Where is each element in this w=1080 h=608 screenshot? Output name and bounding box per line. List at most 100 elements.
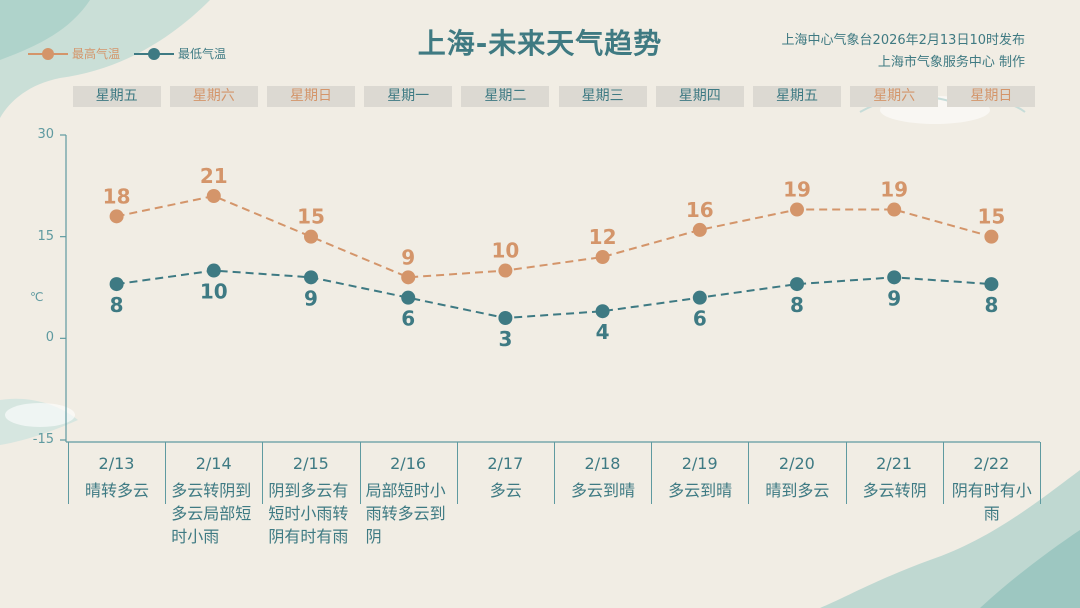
forecast-weather: 多云转阴 (862, 481, 927, 500)
forecast-date: 2/17 (487, 454, 524, 473)
high-temp-point (692, 222, 707, 237)
low-temp-label: 4 (596, 320, 610, 344)
legend-item-high: 最高气温 (28, 45, 120, 62)
forecast-weather: 晴到多云 (765, 481, 830, 500)
high-temp-point (304, 229, 318, 244)
weekday-label: 星期五 (753, 86, 841, 107)
legend-swatch-high (28, 47, 68, 61)
weekday-label: 星期日 (267, 86, 355, 107)
high-temp-point (984, 229, 999, 244)
column-separator (456, 442, 458, 504)
low-temp-label: 3 (498, 327, 512, 351)
forecast-column: 2/17 多云 (457, 452, 554, 502)
forecast-date: 2/16 (390, 454, 427, 473)
low-temp-point (887, 270, 902, 285)
high-temp-label: 15 (297, 205, 325, 229)
legend-swatch-low (134, 47, 175, 61)
weekday-label: 星期四 (655, 86, 744, 107)
weekday-label: 星期三 (558, 86, 647, 107)
forecast-weather: 局部短时小雨转多云到阴 (365, 481, 446, 546)
weekday-label: 星期五 (72, 86, 161, 107)
column-separator (651, 442, 653, 504)
low-temp-point (790, 277, 804, 292)
column-separator (68, 442, 69, 504)
weekday-label: 星期六 (850, 86, 939, 107)
legend-label-high: 最高气温 (72, 47, 121, 61)
low-temp-label: 8 (110, 293, 124, 317)
forecast-date: 2/13 (98, 454, 135, 473)
high-temp-point (498, 263, 513, 278)
forecast-column: 2/18 多云到晴 (554, 452, 651, 502)
high-temp-point (595, 250, 610, 264)
low-temp-point (206, 263, 221, 278)
high-temp-label: 16 (686, 198, 714, 222)
forecast-column: 2/21 多云转阴 (846, 452, 943, 502)
high-temp-point (109, 209, 124, 224)
forecast-column: 2/19 多云到晴 (651, 452, 748, 502)
high-temp-point (401, 270, 416, 285)
weekday-label: 星期二 (461, 86, 550, 107)
low-temp-point (984, 277, 999, 292)
high-temp-line (116, 194, 992, 279)
high-temp-label: 10 (491, 239, 519, 263)
low-temp-label: 8 (984, 293, 998, 317)
high-temp-point (790, 202, 804, 217)
forecast-weather: 多云到晴 (570, 481, 635, 500)
weekday-label: 星期日 (947, 86, 1036, 107)
forecast-column: 2/16 局部短时小雨转多云到阴 (360, 452, 457, 548)
forecast-date: 2/21 (876, 454, 913, 473)
low-temp-line (116, 269, 992, 320)
high-temp-label: 19 (880, 178, 908, 202)
forecast-date: 2/14 (195, 454, 232, 473)
column-separator (262, 442, 264, 504)
forecast-date: 2/20 (778, 454, 815, 473)
forecast-weather: 阴到多云有短时小雨转阴有时有雨 (268, 481, 349, 546)
low-temp-label: 9 (304, 286, 318, 310)
forecast-date: 2/18 (584, 454, 621, 473)
high-temp-label: 9 (401, 245, 415, 269)
high-temp-label: 18 (103, 184, 131, 208)
high-temp-label: 15 (977, 205, 1005, 229)
column-separator (1040, 442, 1041, 504)
high-temp-label: 12 (589, 225, 617, 249)
high-temp-label: 21 (200, 164, 228, 188)
column-separator (748, 442, 750, 504)
y-tick-label: 0 (45, 330, 54, 345)
page-title: 上海-未来天气趋势 (417, 27, 663, 60)
low-temp-point (498, 311, 513, 325)
low-temp-label: 8 (790, 293, 804, 317)
y-axis-unit: ℃ (30, 290, 44, 304)
forecast-date: 2/19 (681, 454, 718, 473)
column-separator (942, 442, 944, 504)
low-temp-label: 10 (200, 280, 228, 304)
forecast-column: 2/13 晴转多云 (68, 452, 165, 502)
low-temp-point (401, 290, 416, 305)
issuer-line-1: 上海中心气象台2026年2月13日10时发布 (781, 33, 1025, 48)
high-temp-label: 19 (783, 178, 811, 202)
forecast-column: 2/15 阴到多云有短时小雨转阴有时有雨 (262, 452, 359, 548)
forecast-weather: 多云转阴到多云局部短时小雨 (171, 481, 252, 546)
column-separator (845, 442, 847, 504)
forecast-date: 2/22 (973, 454, 1010, 473)
y-tick-label: 30 (37, 127, 54, 142)
legend-label-low: 最低气温 (178, 47, 227, 61)
low-temp-label: 6 (693, 307, 707, 331)
y-tick-label: 15 (37, 229, 54, 244)
weekday-label: 星期六 (169, 86, 258, 107)
legend-item-low: 最低气温 (134, 45, 226, 62)
high-temp-point (206, 189, 221, 203)
low-temp-point (304, 270, 318, 285)
low-temp-label: 6 (401, 307, 415, 331)
forecast-column: 2/14 多云转阴到多云局部短时小雨 (165, 452, 262, 548)
column-separator (165, 442, 167, 504)
issuer-line-2: 上海市气象服务中心 制作 (877, 55, 1025, 70)
issuer-info: 上海中心气象台2026年2月13日10时发布 上海市气象服务中心 制作 (782, 30, 1025, 74)
y-tick-label: -15 (32, 432, 54, 447)
forecast-weather: 晴转多云 (84, 481, 149, 500)
column-separator (554, 442, 555, 504)
forecast-weather: 阴有时有小雨 (951, 481, 1032, 523)
forecast-weather: 多云 (489, 481, 522, 500)
column-separator (359, 442, 361, 504)
forecast-weather: 多云到晴 (668, 481, 733, 500)
